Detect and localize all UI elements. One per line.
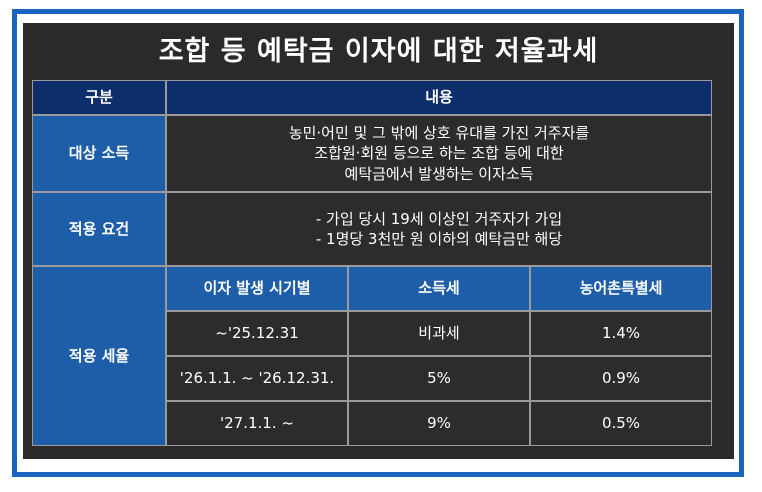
- subheader-period: 이자 발생 시기별: [166, 266, 348, 311]
- rate-rural-tax-cell: 0.9%: [530, 356, 712, 401]
- row-label-target-income: 대상 소득: [32, 115, 166, 192]
- subheader-rural-tax: 농어촌특별세: [530, 266, 712, 311]
- rate-period-cell: ~'25.12.31: [166, 311, 348, 356]
- subheader-income-tax: 소득세: [348, 266, 530, 311]
- rate-period-cell: '26.1.1. ~ '26.12.31.: [166, 356, 348, 401]
- target-income-line: 조합원·회원 등으로 하는 조합 등에 대한: [314, 144, 564, 163]
- requirement-line: - 1명당 3천만 원 이하의 예탁금만 해당: [315, 230, 563, 248]
- header-category: 구분: [32, 80, 166, 115]
- requirements-description: - 가입 당시 19세 이상인 거주자가 가입 - 1명당 3천만 원 이하의 …: [166, 192, 712, 266]
- page-title: 조합 등 예탁금 이자에 대한 저율과세: [158, 36, 599, 67]
- header-content: 내용: [166, 80, 712, 115]
- tax-info-panel: 조합 등 예탁금 이자에 대한 저율과세 구분 내용 대상 소득 농민·어민 및…: [23, 23, 734, 459]
- rate-income-tax-cell: 5%: [348, 356, 530, 401]
- rate-rural-tax-cell: 0.5%: [530, 401, 712, 446]
- rate-income-tax-cell: 비과세: [348, 311, 530, 356]
- rate-income-tax-cell: 9%: [348, 401, 530, 446]
- tax-table: 구분 내용 대상 소득 농민·어민 및 그 밖에 상호 유대를 가진 거주자를 …: [32, 80, 712, 446]
- requirement-line: - 가입 당시 19세 이상인 거주자가 가입: [315, 209, 563, 228]
- target-income-description: 농민·어민 및 그 밖에 상호 유대를 가진 거주자를 조합원·회원 등으로 하…: [166, 115, 712, 192]
- rate-rural-tax-cell: 1.4%: [530, 311, 712, 356]
- row-label-tax-rate: 적용 세율: [32, 266, 166, 446]
- target-income-line: 농민·어민 및 그 밖에 상호 유대를 가진 거주자를: [288, 124, 590, 143]
- row-label-requirements: 적용 요건: [32, 192, 166, 266]
- rate-period-cell: '27.1.1. ~: [166, 401, 348, 446]
- target-income-line: 예탁금에서 발생하는 이자소득: [344, 164, 534, 183]
